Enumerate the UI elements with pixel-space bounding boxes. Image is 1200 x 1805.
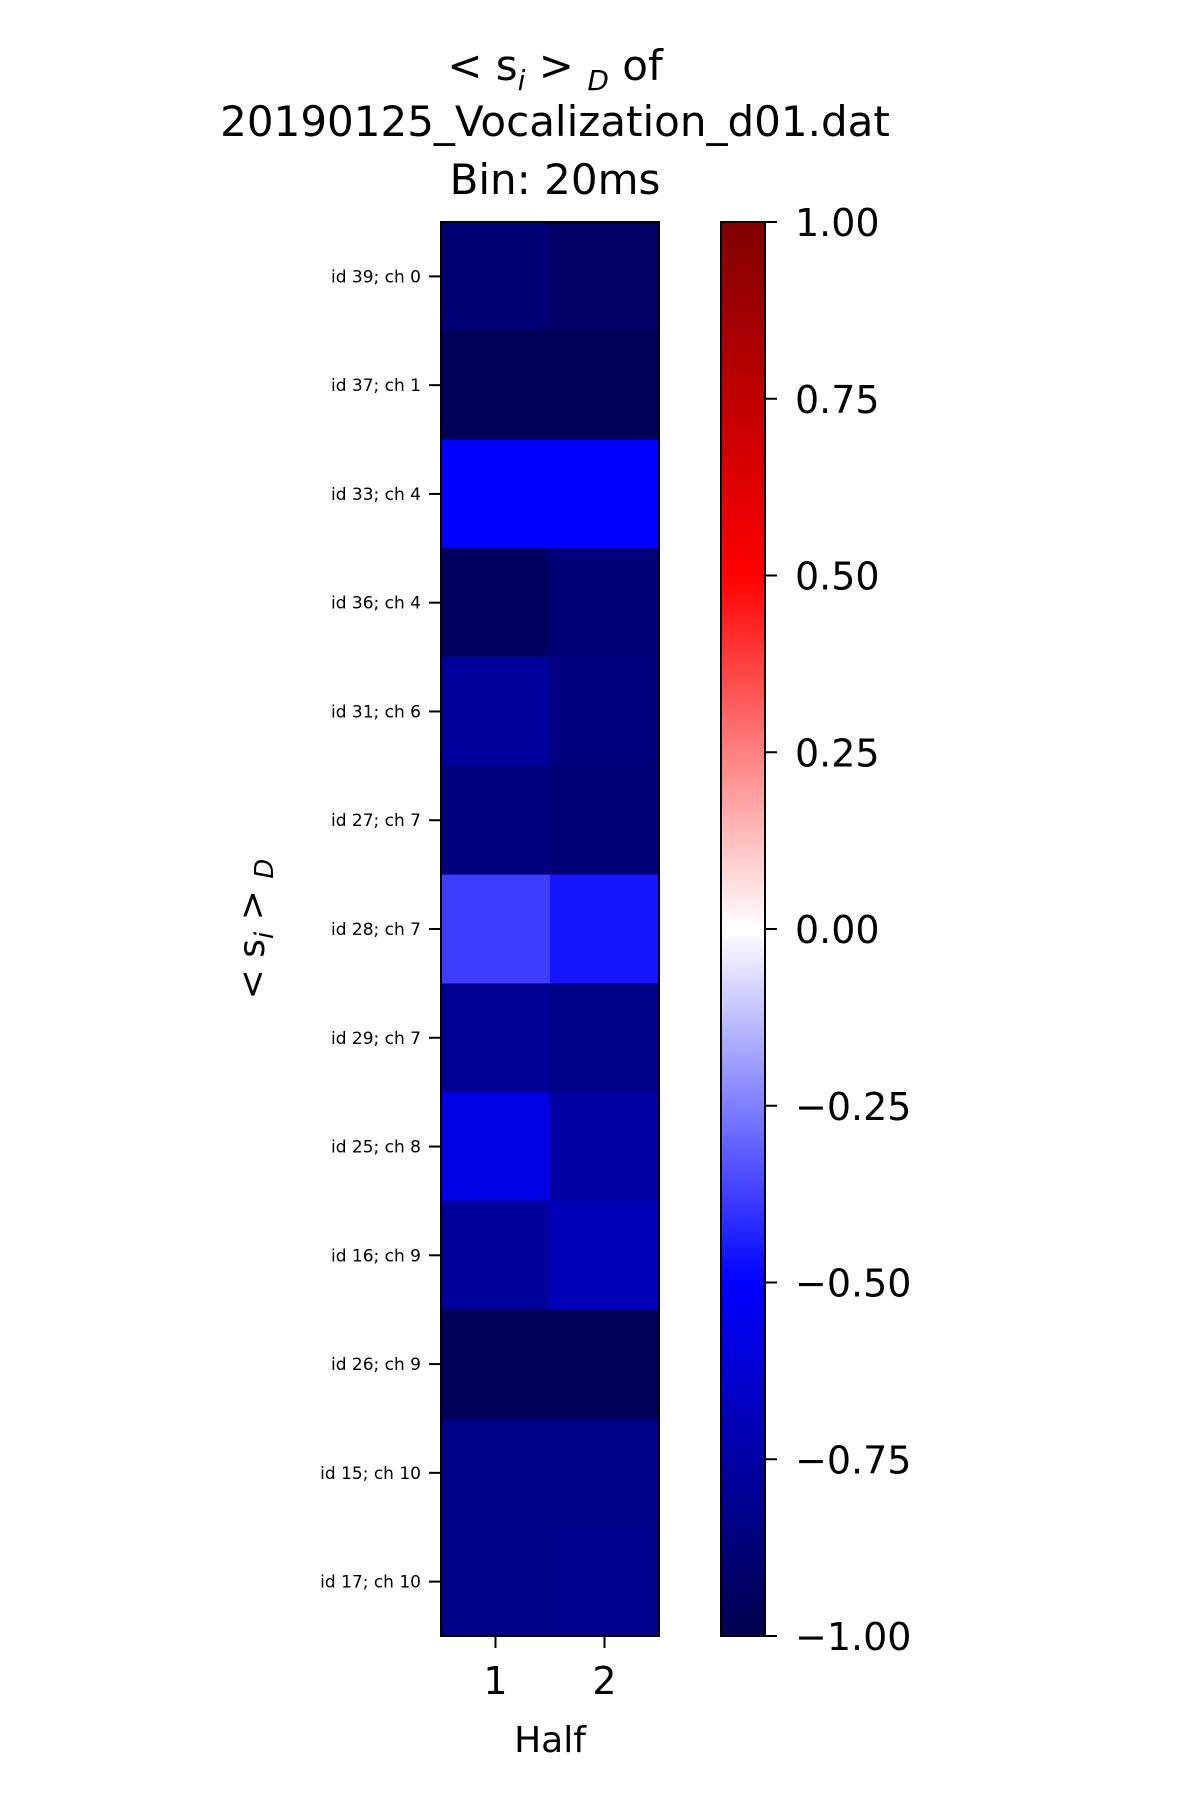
y-tick-label: id 31; ch 6: [331, 702, 421, 722]
title-line-2: 20190125_Vocalization_d01.dat: [220, 97, 890, 146]
colorbar-tick-label: 1.00: [795, 201, 880, 245]
y-tick-label: id 29; ch 7: [331, 1029, 421, 1049]
chart-title: < si > D of 20190125_Vocalization_d01.da…: [220, 41, 890, 204]
heatmap-cell: [550, 439, 660, 549]
y-tick-label: id 39; ch 0: [331, 267, 421, 287]
colorbar-tick-label: −0.75: [795, 1438, 911, 1482]
heatmap-cell: [441, 657, 551, 767]
heatmap-cell: [441, 983, 551, 1093]
heatmap-cell: [441, 439, 551, 549]
y-tick-label: id 16; ch 9: [331, 1246, 421, 1266]
heatmap-cell: [550, 874, 660, 984]
colorbar-ticks: 1.00 0.75 0.50 0.25 0.00 −0.25 −0.50 −0.75 −1.00: [765, 201, 911, 1659]
y-tick-label: id 37; ch 1: [331, 376, 421, 396]
heatmap-cell: [441, 1092, 551, 1202]
x-tick-label: 2: [592, 1659, 616, 1703]
heatmap-cell: [550, 222, 660, 332]
colorbar-tick-label: 0.00: [795, 908, 880, 952]
heatmap-cell: [441, 222, 551, 332]
heatmap-cell: [550, 1527, 660, 1637]
colorbar-tick-label: −0.25: [795, 1085, 911, 1129]
colorbar-tick-label: 0.75: [795, 378, 880, 422]
title-line-3: Bin: 20ms: [450, 155, 661, 204]
heatmap-cell: [441, 1200, 551, 1311]
colorbar-tick-label: −1.00: [795, 1615, 911, 1659]
heatmap-cell: [550, 1200, 660, 1311]
colorbar: [720, 221, 766, 1637]
y-tick-label: id 27; ch 7: [331, 811, 421, 831]
y-tick-label: id 28; ch 7: [331, 920, 421, 940]
heatmap-cell: [550, 1092, 660, 1202]
heatmap-cell: [441, 548, 551, 658]
heatmap-cells: [441, 222, 660, 1637]
y-axis-label: < si > D: [232, 859, 280, 1000]
y-axis-ticks: id 39; ch 0 id 37; ch 1 id 33; ch 4 id 36; …: [320, 267, 441, 1593]
y-tick-label: id 36; ch 4: [331, 594, 421, 614]
title-line-1: < si > D of: [447, 41, 664, 97]
heatmap-cell: [550, 765, 660, 876]
y-tick-label: id 26; ch 9: [331, 1355, 421, 1375]
heatmap-cell: [441, 1418, 551, 1528]
heatmap-cell: [550, 1418, 660, 1528]
heatmap-cell: [441, 1309, 551, 1419]
heatmap-cell: [550, 330, 660, 441]
y-tick-label: id 15; ch 10: [320, 1464, 421, 1484]
colorbar-tick-label: −0.50: [795, 1262, 911, 1306]
heatmap-cell: [441, 874, 551, 984]
colorbar-tick-label: 0.50: [795, 555, 880, 599]
heatmap-cell: [550, 548, 660, 658]
heatmap-cell: [441, 330, 551, 441]
heatmap-cell: [550, 657, 660, 767]
y-tick-label: id 25; ch 8: [331, 1138, 421, 1158]
x-axis-label: Half: [514, 1720, 587, 1761]
y-tick-label: id 17; ch 10: [320, 1573, 421, 1593]
heatmap-cell: [441, 1527, 551, 1637]
colorbar-tick-label: 0.25: [795, 731, 880, 775]
y-tick-label: id 33; ch 4: [331, 485, 421, 505]
heatmap-cell: [441, 765, 551, 876]
x-tick-label: 1: [483, 1659, 507, 1703]
heatmap-cell: [550, 983, 660, 1093]
heatmap-cell: [550, 1309, 660, 1419]
